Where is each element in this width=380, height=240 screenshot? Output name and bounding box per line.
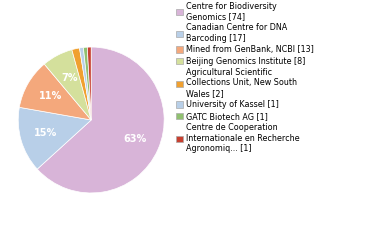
Legend: Centre for Biodiversity
Genomics [74], Canadian Centre for DNA
Barcoding [17], M: Centre for Biodiversity Genomics [74], C… <box>175 0 315 155</box>
Wedge shape <box>19 64 91 120</box>
Wedge shape <box>87 47 91 120</box>
Wedge shape <box>44 50 91 120</box>
Text: 7%: 7% <box>61 73 78 83</box>
Wedge shape <box>72 48 91 120</box>
Text: 15%: 15% <box>34 128 57 138</box>
Wedge shape <box>37 47 164 193</box>
Text: 11%: 11% <box>38 91 62 101</box>
Text: 63%: 63% <box>123 134 146 144</box>
Wedge shape <box>83 47 91 120</box>
Wedge shape <box>18 107 91 169</box>
Wedge shape <box>79 48 91 120</box>
